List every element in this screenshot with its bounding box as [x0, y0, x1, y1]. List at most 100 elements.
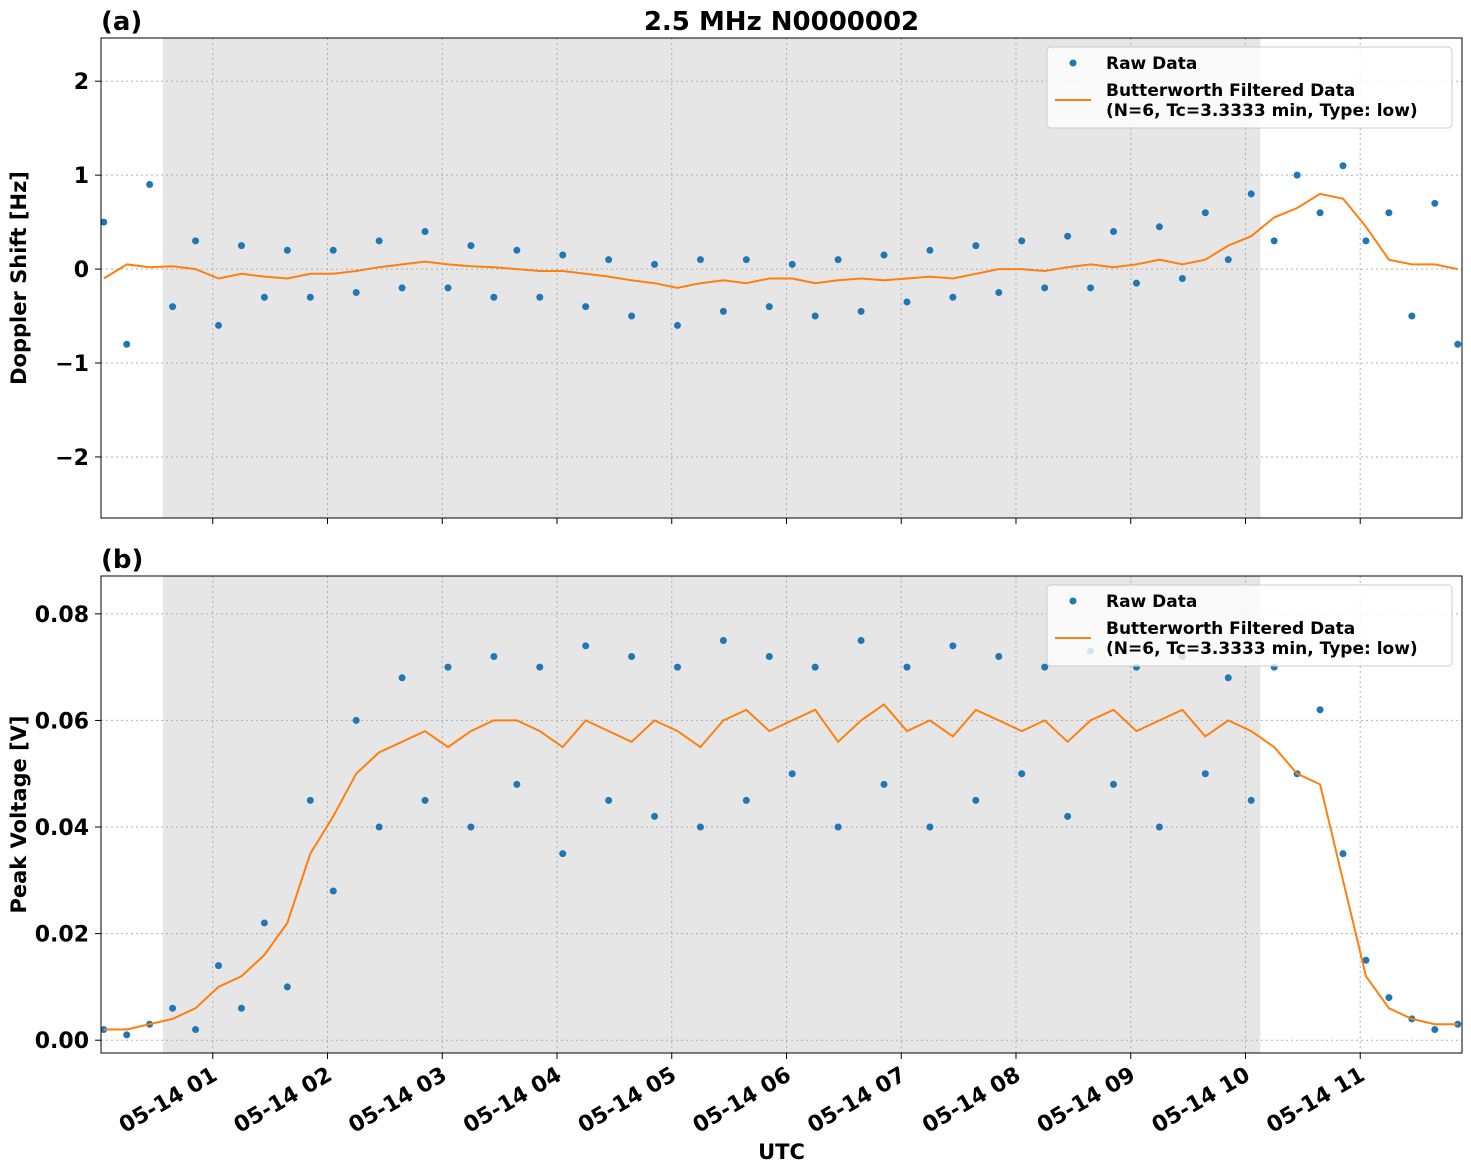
raw-point [926, 823, 934, 831]
raw-point [1201, 770, 1209, 778]
raw-point [559, 850, 567, 858]
raw-point [834, 823, 842, 831]
raw-point [949, 642, 957, 650]
raw-point [880, 780, 888, 788]
raw-point [1454, 340, 1462, 348]
raw-point [857, 307, 865, 315]
x-tick-label: 05-14 03 [345, 1063, 452, 1139]
raw-point [1064, 232, 1072, 240]
raw-point [857, 636, 865, 644]
raw-point [214, 321, 222, 329]
raw-point [352, 716, 360, 724]
raw-point [1270, 237, 1278, 245]
raw-point [1339, 850, 1347, 858]
legend-label: Butterworth Filtered Data (N=6, Tc=3.3333… [1106, 619, 1418, 659]
raw-point [673, 663, 681, 671]
raw-point [329, 887, 337, 895]
raw-point [1087, 284, 1095, 292]
raw-point [1018, 237, 1026, 245]
y-axis-label: Peak Voltage [V] [7, 715, 31, 913]
raw-point [605, 256, 613, 264]
x-tick-label: 05-14 04 [459, 1063, 566, 1139]
raw-point [375, 823, 383, 831]
raw-point [1362, 237, 1370, 245]
y-tick-label: 0.08 [35, 603, 89, 628]
x-tick-label: 05-14 06 [689, 1063, 796, 1139]
raw-point [192, 237, 200, 245]
raw-point [536, 293, 544, 301]
raw-point [834, 256, 842, 264]
raw-point [467, 823, 475, 831]
plot-frame [100, 37, 1463, 519]
raw-point [1339, 162, 1347, 170]
raw-point [398, 284, 406, 292]
x-tick-label: 05-14 09 [1033, 1063, 1140, 1139]
raw-point [306, 293, 314, 301]
raw-point [995, 289, 1003, 297]
raw-point [306, 796, 314, 804]
raw-point [582, 303, 590, 311]
filtered-line [103, 192, 1459, 289]
raw-point [1247, 796, 1255, 804]
raw-point [1064, 812, 1072, 820]
legend-marker [1069, 597, 1077, 605]
raw-point [513, 246, 521, 254]
plot-frame [100, 575, 1463, 1054]
raw-point [214, 962, 222, 970]
y-tick-label: 2 [74, 70, 89, 95]
y-tick-label: 0 [74, 258, 89, 283]
raw-point [375, 237, 383, 245]
raw-point [811, 312, 819, 320]
raw-point [582, 642, 590, 650]
raw-point [651, 812, 659, 820]
raw-point [467, 242, 475, 250]
y-tick-label: −2 [55, 446, 89, 471]
raw-point [421, 228, 429, 236]
raw-point [1247, 190, 1255, 198]
raw-point [972, 796, 980, 804]
raw-point [123, 1031, 131, 1039]
raw-point [903, 298, 911, 306]
raw-point [192, 1026, 200, 1034]
raw-point [1293, 171, 1301, 179]
y-tick-label: −1 [55, 352, 89, 377]
x-tick-label: 05-14 08 [918, 1063, 1025, 1139]
raw-point [628, 652, 636, 660]
raw-point [1041, 663, 1049, 671]
y-tick-label: 1 [74, 164, 89, 189]
raw-point [1385, 994, 1393, 1002]
raw-point [1110, 780, 1118, 788]
raw-point [169, 1004, 177, 1012]
x-tick-label: 05-14 10 [1148, 1063, 1255, 1139]
y-tick-label: 0.06 [35, 709, 89, 734]
panel-label: (b) [101, 545, 143, 575]
raw-point [742, 256, 750, 264]
raw-point [926, 246, 934, 254]
legend-label: Raw Data [1106, 54, 1197, 74]
raw-point [673, 321, 681, 329]
raw-point [237, 242, 245, 250]
legend-label: Raw Data [1106, 592, 1197, 612]
plot-area [101, 636, 1462, 1039]
raw-point [559, 251, 567, 259]
panel-label: (a) [101, 7, 142, 37]
raw-point [719, 307, 727, 315]
raw-point [329, 246, 337, 254]
raw-point [101, 218, 108, 226]
y-tick-label: 0.02 [35, 923, 89, 948]
raw-point [1316, 209, 1324, 217]
raw-point [1201, 209, 1209, 217]
raw-point [513, 780, 521, 788]
raw-point [765, 652, 773, 660]
legend-marker [1069, 59, 1077, 67]
raw-point [903, 663, 911, 671]
raw-point [1132, 279, 1140, 287]
raw-point [1385, 209, 1393, 217]
raw-point [490, 652, 498, 660]
raw-point [972, 242, 980, 250]
raw-point [765, 303, 773, 311]
raw-point [880, 251, 888, 259]
raw-point [1018, 770, 1026, 778]
raw-point [146, 181, 154, 189]
